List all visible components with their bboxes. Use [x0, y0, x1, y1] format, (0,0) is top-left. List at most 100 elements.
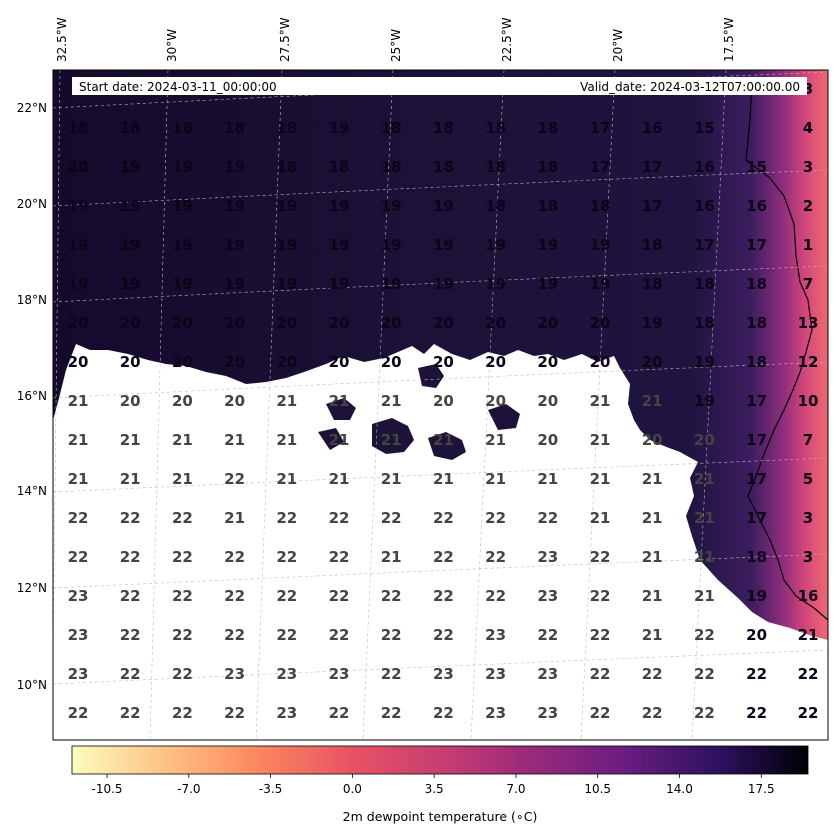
cell-value: 21 [68, 431, 89, 449]
cell-value: 20 [642, 431, 663, 449]
colorbar-tick-label: -10.5 [92, 782, 123, 796]
cell-value-grid: 318 18 18 18 18 19 18 18 18 18 17 16 15 420 19 19 19 18 18… [68, 80, 819, 722]
map-field: 318 18 18 18 18 19 18 18 18 18 17 16 15 420 19 19 19 18 18… [53, 70, 828, 740]
lat-label: 12°N [17, 581, 47, 595]
map-frame [52, 69, 829, 741]
cell-value: 17 [746, 431, 767, 449]
cell-value: 22 [381, 509, 402, 527]
cell-value: 21 [329, 431, 350, 449]
cell-value: 21 [433, 470, 454, 488]
cell-value: 3 [803, 80, 813, 98]
info-box [72, 77, 807, 95]
cell-value: 18 [642, 275, 663, 293]
cell-value: 23 [68, 587, 89, 605]
cell-value: 21 [590, 470, 611, 488]
cell-value: 19 [276, 236, 297, 254]
cell-value: 17 [746, 470, 767, 488]
cell-value: 18 [746, 275, 767, 293]
cell-value: 20 [276, 353, 297, 371]
cell-value: 21 [172, 431, 193, 449]
cell-value: 18 [172, 119, 193, 137]
cell-value: 19 [120, 158, 141, 176]
cell-value: 21 [329, 392, 350, 410]
lat-label: 22°N [17, 101, 47, 115]
cell-value: 16 [798, 587, 819, 605]
cell-value: 22 [120, 665, 141, 683]
cell-value: 22 [120, 626, 141, 644]
cell-value: 23 [433, 665, 454, 683]
cell-value: 22 [329, 548, 350, 566]
cell-value: 18 [381, 119, 402, 137]
cell-value: 18 [485, 158, 506, 176]
cell-value: 21 [590, 392, 611, 410]
cell-value: 18 [433, 119, 454, 137]
cell-value: 4 [803, 119, 813, 137]
cell-value: 22 [329, 704, 350, 722]
cell-value: 5 [803, 470, 813, 488]
cell-value: 21 [694, 470, 715, 488]
cell-value: 23 [537, 704, 558, 722]
cell-value: 19 [120, 197, 141, 215]
cell-value: 23 [537, 548, 558, 566]
cell-value: 20 [172, 392, 193, 410]
cell-value: 17 [746, 392, 767, 410]
cell-value: 19 [224, 236, 245, 254]
cell-value: 21 [642, 587, 663, 605]
cell-value: 18 [276, 119, 297, 137]
cell-value: 19 [329, 275, 350, 293]
cell-value: 21 [642, 470, 663, 488]
cell-value: 21 [485, 470, 506, 488]
lon-label: 30°W [165, 29, 179, 62]
colorbar-tick-label: 14.0 [666, 782, 693, 796]
cell-value: 20 [68, 158, 89, 176]
cell-value: 22 [433, 548, 454, 566]
cell-value: 21 [590, 431, 611, 449]
cell-value: 21 [276, 470, 297, 488]
lat-label: 14°N [17, 484, 47, 498]
cell-value: 20 [120, 353, 141, 371]
cell-value: 19 [68, 197, 89, 215]
cell-value: 20 [224, 392, 245, 410]
lon-label: 22.5°W [500, 17, 514, 62]
cell-value: 20 [224, 314, 245, 332]
cell-value: 23 [224, 665, 245, 683]
lon-label: 27.5°W [278, 17, 292, 62]
cell-value: 20 [485, 353, 506, 371]
cell-value: 7 [803, 431, 813, 449]
cell-value: 22 [381, 587, 402, 605]
cell-value: 22 [172, 704, 193, 722]
cell-value: 21 [381, 470, 402, 488]
cell-value: 19 [381, 197, 402, 215]
cell-value: 20 [537, 431, 558, 449]
cell-value: 19 [485, 236, 506, 254]
cell-value: 23 [276, 704, 297, 722]
island [418, 364, 444, 388]
start-date-label: Start date: 2024-03-11_00:00:00 [79, 80, 277, 94]
cell-value: 22 [694, 665, 715, 683]
cell-value: 22 [120, 587, 141, 605]
cell-value: 18 [694, 275, 715, 293]
cell-value: 17 [746, 509, 767, 527]
cell-value: 22 [120, 704, 141, 722]
cell-value: 22 [172, 509, 193, 527]
cell-value: 18 [329, 158, 350, 176]
cell-value: 18 [485, 119, 506, 137]
cell-value: 2 [803, 197, 813, 215]
cell-value: 22 [537, 626, 558, 644]
cell-value: 21 [694, 587, 715, 605]
cell-value: 21 [224, 509, 245, 527]
cell-value: 18 [746, 548, 767, 566]
cell-value: 22 [329, 587, 350, 605]
island [318, 428, 344, 450]
cell-value: 20 [68, 353, 89, 371]
cell-value: 1 [803, 236, 813, 254]
valid-date-label: Valid_date: 2024-03-12T07:00:00.00 [580, 80, 800, 94]
cell-value: 16 [746, 197, 767, 215]
cell-value: 22 [276, 509, 297, 527]
dewpoint-field [53, 70, 828, 640]
coastline [745, 79, 828, 621]
colorbar: -10.5 -7.0 -3.5 0.0 3.5 7.0 10.5 14.0 17.5 2m de… [71, 745, 809, 824]
cell-value: 21 [642, 392, 663, 410]
cell-value: 22 [590, 587, 611, 605]
cell-value: 19 [694, 353, 715, 371]
